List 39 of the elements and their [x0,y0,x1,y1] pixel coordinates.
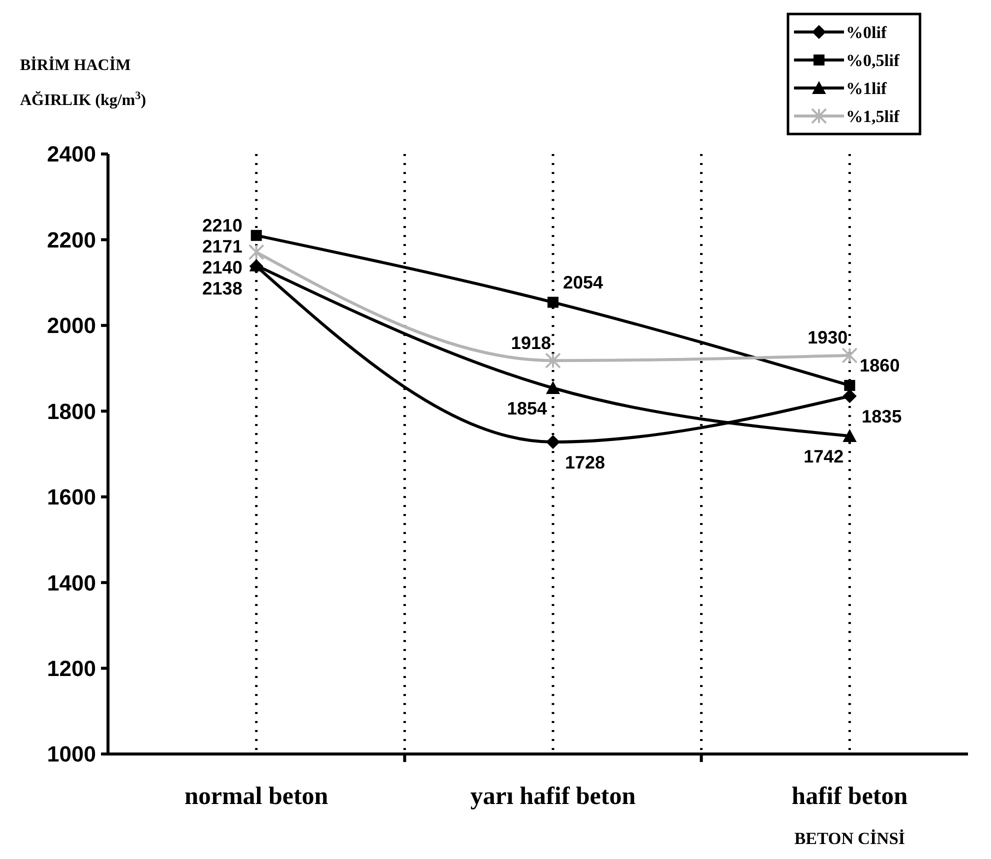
point [546,435,560,449]
x-tick-label: yarı hafif beton [470,783,636,810]
y-tick-label: 1200 [47,656,96,681]
data-label: 1854 [506,398,547,418]
data-label: 1742 [804,446,844,466]
y-tick-label: 1800 [47,398,96,424]
point [250,230,262,241]
y-tick-label: 1400 [47,570,96,596]
x-tick-label: normal beton [184,783,328,810]
legend-label: %0,5lif [846,50,900,70]
point [842,429,857,442]
y-tick-label: 1600 [47,484,96,510]
data-label: 1835 [862,406,902,426]
data-label: 2054 [563,272,604,293]
data-label: 1930 [808,328,848,348]
data-label: 2171 [202,236,242,257]
x-tick-label: hafif beton [792,783,908,810]
data-label: 2140 [202,258,242,278]
y-tick-label: 1000 [47,742,96,767]
point [545,352,561,369]
y-tick-label: 2000 [47,313,96,338]
y-tick-label: 2400 [47,142,96,167]
x-axis-title: BETON CİNSİ [794,829,906,848]
data-label: 1918 [510,332,551,353]
legend-label: %0lif [846,22,887,42]
point [844,380,856,391]
point [548,296,558,308]
data-label: 1728 [565,452,606,472]
data-label: 2138 [202,278,242,299]
point [842,389,857,404]
point [248,244,264,260]
point [842,347,858,364]
y-axis-title: BİRİM HACİM AĞIRLIK (kg/m$^{3}$) [20,56,146,109]
y-tick-label: 2200 [47,227,96,252]
point [546,381,560,394]
data-label: 2210 [202,216,242,236]
legend-label: %1,5lif [846,106,900,126]
legend-label: %1lif [846,78,887,98]
data-label: 1860 [860,356,900,376]
